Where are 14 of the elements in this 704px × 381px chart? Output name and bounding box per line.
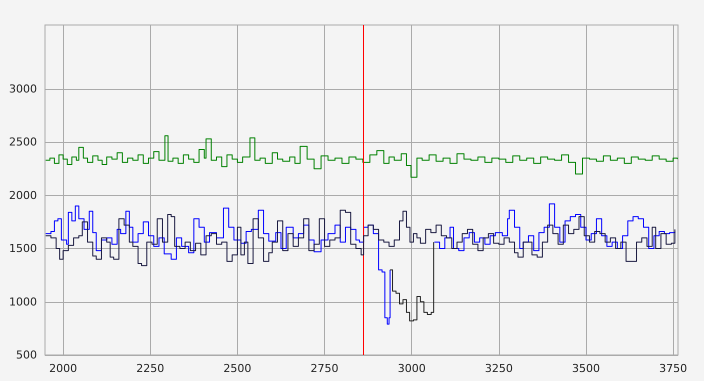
x-tick-label: 2750 (310, 362, 339, 375)
x-tick-label: 3750 (659, 362, 688, 375)
y-tick-label: 2000 (9, 188, 37, 202)
x-tick-label: 3250 (484, 362, 513, 375)
y-tick-label: 1500 (9, 242, 37, 256)
x-tick-label: 3000 (398, 362, 426, 375)
x-tick-label: 2000 (49, 362, 78, 375)
y-tick-label: 1000 (9, 295, 37, 308)
x-tick-label: 3500 (572, 362, 600, 375)
y-tick-label: 500 (16, 348, 37, 362)
y-tick-label: 2500 (9, 136, 37, 149)
y-tick-label: 3000 (9, 82, 37, 96)
x-tick-label: 2250 (136, 362, 164, 375)
x-tick-label: 2500 (223, 362, 252, 375)
